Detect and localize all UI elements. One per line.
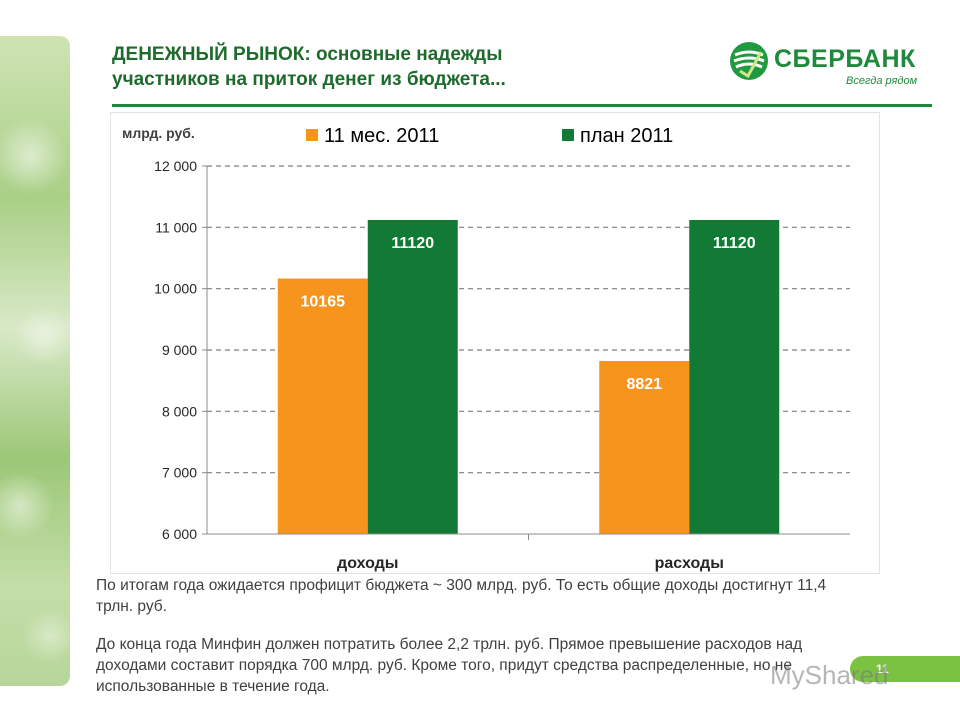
x-axis-labels: доходы расходы bbox=[337, 534, 724, 572]
y-tick-label: 9 000 bbox=[162, 342, 197, 358]
slide-title-line-2: участников на приток денег из бюджета... bbox=[112, 69, 506, 90]
logo-name: СБЕРБАНК bbox=[774, 45, 916, 73]
bar bbox=[277, 278, 368, 534]
legend-label: план 2011 bbox=[580, 125, 673, 147]
page-number-badge: 11 bbox=[850, 656, 960, 682]
bar bbox=[599, 360, 690, 534]
chart-bars: 10165 11120 8821 11120 bbox=[277, 219, 780, 534]
bar-value-label: 11120 bbox=[713, 235, 756, 252]
slide-title: ДЕНЕЖНЫЙ РЫНОК: основные надежды участни… bbox=[112, 42, 672, 92]
summary-paragraph-2: До конца года Минфин должен потратить бо… bbox=[96, 636, 803, 695]
y-tick-label: 8 000 bbox=[162, 403, 197, 419]
slide-title-line-1: ДЕНЕЖНЫЙ РЫНОК: основные надежды bbox=[112, 44, 503, 65]
chart-frame bbox=[110, 112, 880, 574]
y-axis-unit-label: млрд. руб. bbox=[122, 125, 195, 141]
decorative-leaf-strip bbox=[0, 36, 70, 686]
logo-tagline: Всегда рядом bbox=[846, 75, 918, 87]
bar-value-label: 8821 bbox=[626, 376, 662, 393]
bar-value-label: 11120 bbox=[391, 235, 434, 252]
x-category-label: доходы bbox=[337, 555, 398, 572]
y-axis-ticks: 6 000 7 000 8 000 9 000 10 000 11 000 12 000 bbox=[154, 158, 207, 542]
watermark: MyShared bbox=[770, 660, 889, 690]
budget-bar-chart: млрд. руб. 11 мес. 2011 план 2011 6 000 7 … bbox=[122, 125, 850, 572]
y-tick-label: 11 000 bbox=[155, 219, 197, 235]
chart-legend: 11 мес. 2011 план 2011 bbox=[306, 125, 673, 147]
y-tick-label: 10 000 bbox=[154, 281, 197, 297]
sberbank-logo-icon bbox=[730, 42, 768, 80]
bar-value-label: 10165 bbox=[301, 294, 346, 311]
bar bbox=[689, 219, 780, 534]
sberbank-logo: СБЕРБАНК Всегда рядом bbox=[728, 40, 928, 92]
legend-swatch bbox=[562, 129, 574, 141]
y-tick-label: 6 000 bbox=[162, 526, 197, 542]
legend-swatch bbox=[306, 129, 318, 141]
y-tick-label: 7 000 bbox=[162, 465, 197, 481]
bar bbox=[367, 219, 458, 534]
x-category-label: расходы bbox=[655, 555, 724, 572]
title-divider bbox=[112, 104, 932, 107]
summary-paragraph-1: По итогам года ожидается профицит бюджет… bbox=[96, 577, 827, 615]
legend-label: 11 мес. 2011 bbox=[324, 125, 439, 147]
y-tick-label: 12 000 bbox=[154, 158, 197, 174]
